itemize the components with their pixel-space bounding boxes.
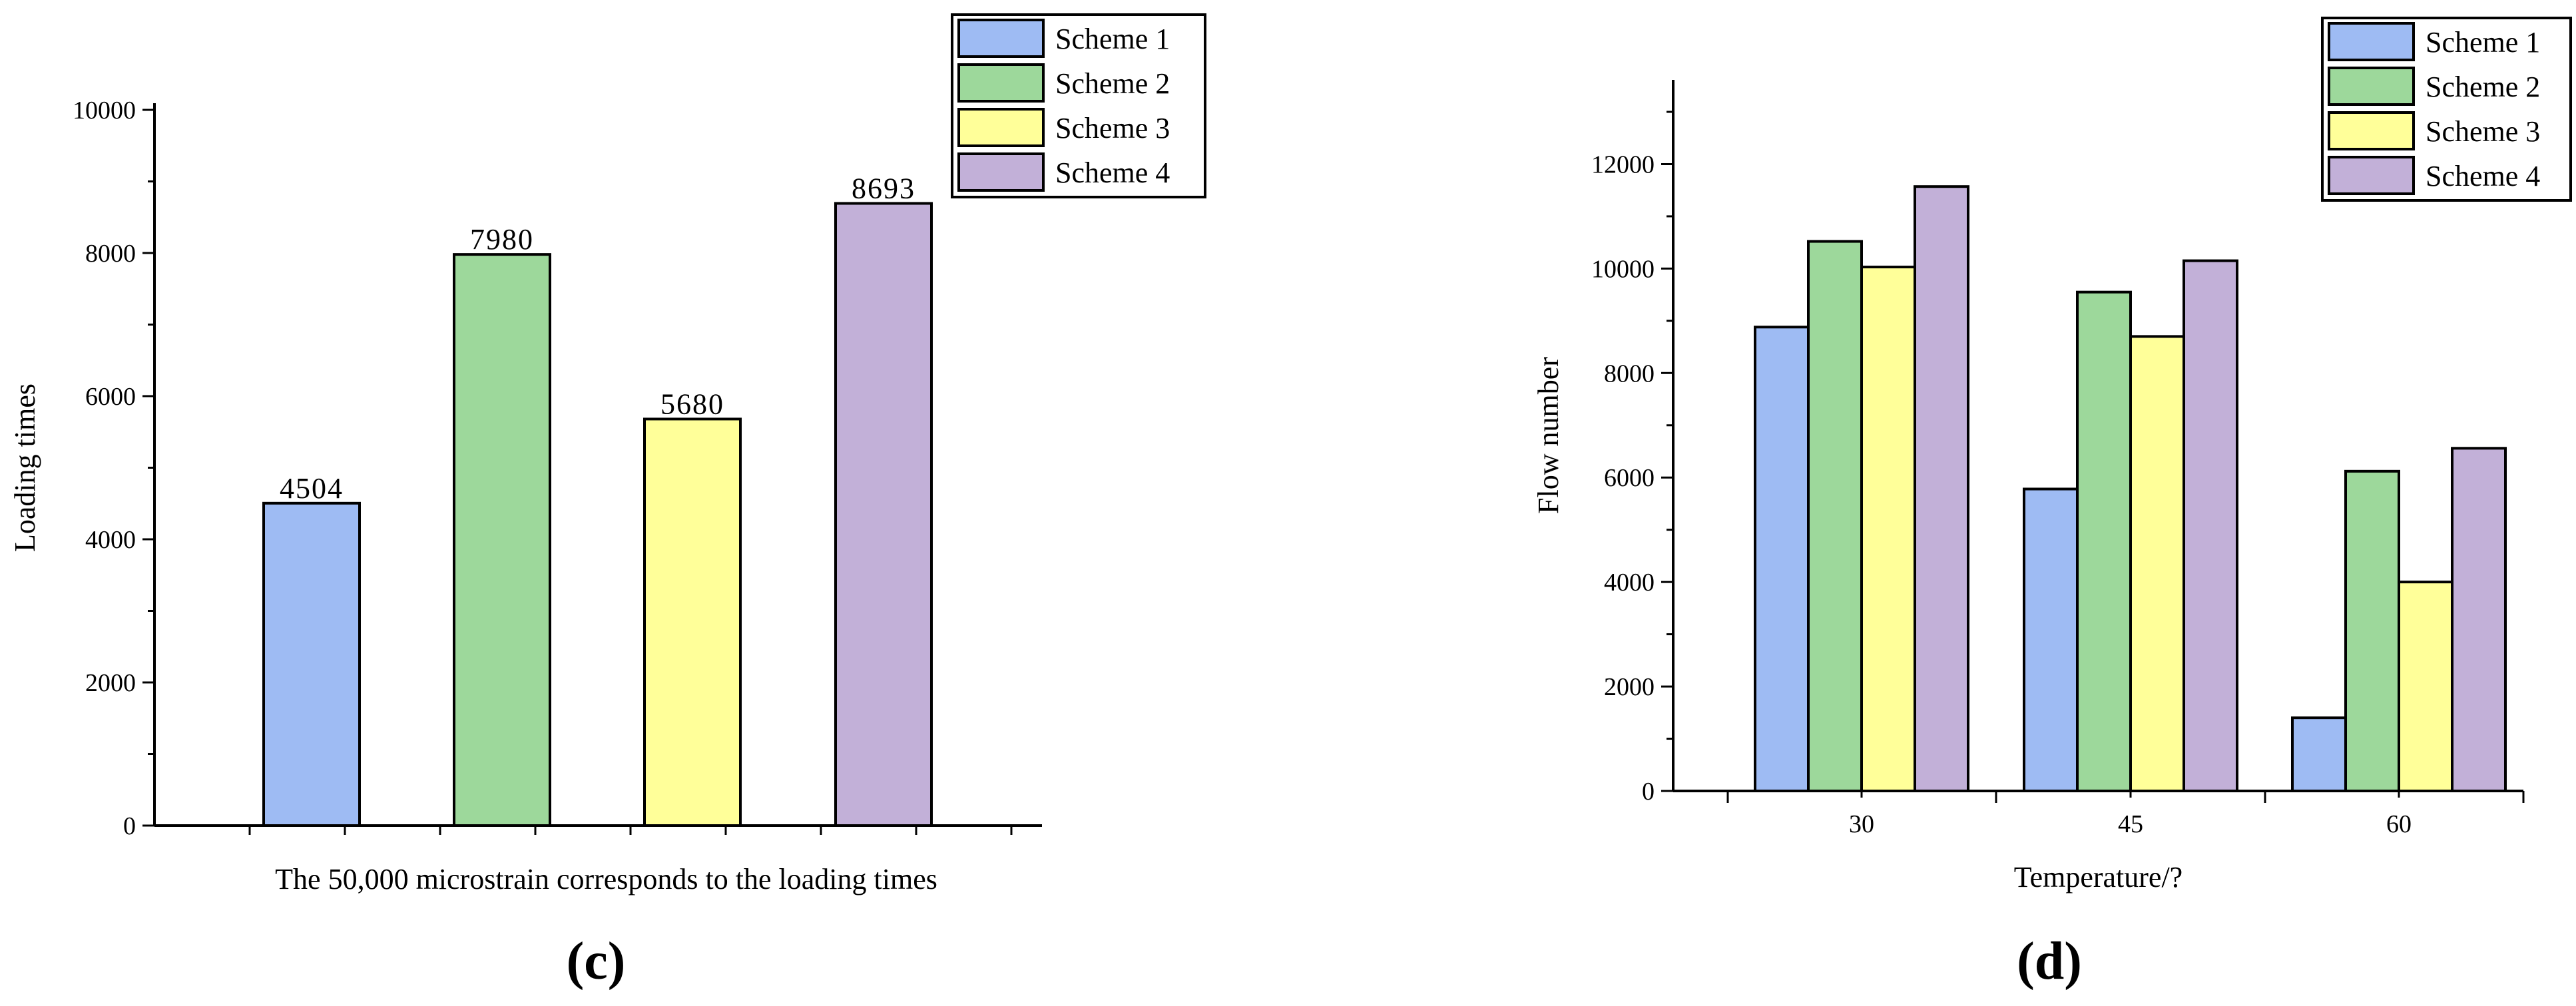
data-label: 5680	[660, 387, 724, 420]
bar-scheme-4-60	[2451, 447, 2507, 792]
y-tick-label: 4000	[1604, 569, 1655, 597]
legend-swatch	[2328, 111, 2415, 150]
x-tick-label: 60	[2386, 810, 2412, 838]
y-tick-label: 2000	[1604, 673, 1655, 701]
bar-scheme-2-45	[2076, 290, 2132, 792]
legend-swatch	[2328, 22, 2415, 61]
legend-label: Scheme 4	[1055, 156, 1170, 189]
panel-label-d: (d)	[2017, 932, 2082, 991]
y-tick-label: 2000	[85, 669, 136, 697]
chart-panel-c: 0 2000 4000 6000 8000 10000 4504 7980 5680 8693 Th…	[9, 13, 1206, 895]
y-tick-label: 6000	[85, 383, 136, 411]
data-label: 7980	[470, 223, 534, 256]
legend-label: Scheme 3	[2426, 115, 2540, 148]
y-tick-label: 0	[123, 812, 136, 840]
y-tick-label: 8000	[85, 240, 136, 268]
chart-panel-d: 0 2000 4000 6000 8000 10000 12000 30 45 60 Tempera…	[1532, 17, 2572, 893]
x-axis-label: Temperature/?	[2014, 861, 2183, 893]
bar-scheme-4-45	[2183, 259, 2238, 793]
bar-scheme-1	[262, 501, 361, 827]
legend-label: Scheme 1	[2426, 26, 2540, 59]
bar-scheme-1-45	[2023, 487, 2079, 792]
y-tick-label: 0	[1642, 778, 1655, 806]
legend-label: Scheme 2	[2426, 71, 2540, 103]
y-tick-label: 4000	[85, 526, 136, 554]
legend-swatch	[957, 19, 1045, 58]
legend-swatch	[2328, 67, 2415, 106]
y-tick-label: 6000	[1604, 464, 1655, 492]
legend: Scheme 1 Scheme 2 Scheme 3 Scheme 4	[2321, 17, 2572, 202]
y-tick-label: 10000	[73, 97, 136, 125]
bar-scheme-3-30	[1860, 266, 1916, 792]
bar-scheme-2	[453, 253, 551, 827]
bar-scheme-1-60	[2291, 716, 2347, 792]
legend-swatch	[957, 63, 1045, 103]
legend-swatch	[957, 152, 1045, 192]
legend-label: Scheme 2	[1055, 67, 1170, 100]
y-tick-label: 10000	[1591, 255, 1655, 283]
y-tick-label: 12000	[1591, 150, 1655, 178]
legend-swatch	[2328, 156, 2415, 195]
bar-scheme-4	[834, 202, 933, 827]
x-tick-label: 30	[1849, 810, 1874, 838]
data-label: 8693	[852, 172, 915, 205]
x-axis-label: The 50,000 microstrain corresponds to th…	[275, 863, 937, 895]
bar-scheme-2-30	[1807, 240, 1863, 793]
bar-scheme-4-30	[1914, 185, 1969, 792]
x-tick-label: 45	[2118, 810, 2143, 838]
legend-label: Scheme 3	[1055, 112, 1170, 144]
panel-label-c: (c)	[567, 932, 626, 991]
legend-label: Scheme 4	[2426, 160, 2540, 192]
bar-scheme-3-60	[2398, 581, 2453, 793]
legend-swatch	[957, 108, 1045, 147]
legend: Scheme 1 Scheme 2 Scheme 3 Scheme 4	[951, 13, 1206, 198]
y-axis-label: Flow number	[1532, 357, 1565, 514]
bar-scheme-3	[643, 417, 742, 827]
legend-label: Scheme 1	[1055, 23, 1170, 55]
bar-scheme-3-45	[2129, 335, 2185, 792]
y-axis-label: Loading times	[9, 383, 41, 552]
y-tick-label: 8000	[1604, 360, 1655, 387]
data-label: 4504	[280, 472, 344, 505]
bar-scheme-2-60	[2344, 469, 2400, 792]
bar-scheme-1-30	[1754, 326, 1810, 792]
